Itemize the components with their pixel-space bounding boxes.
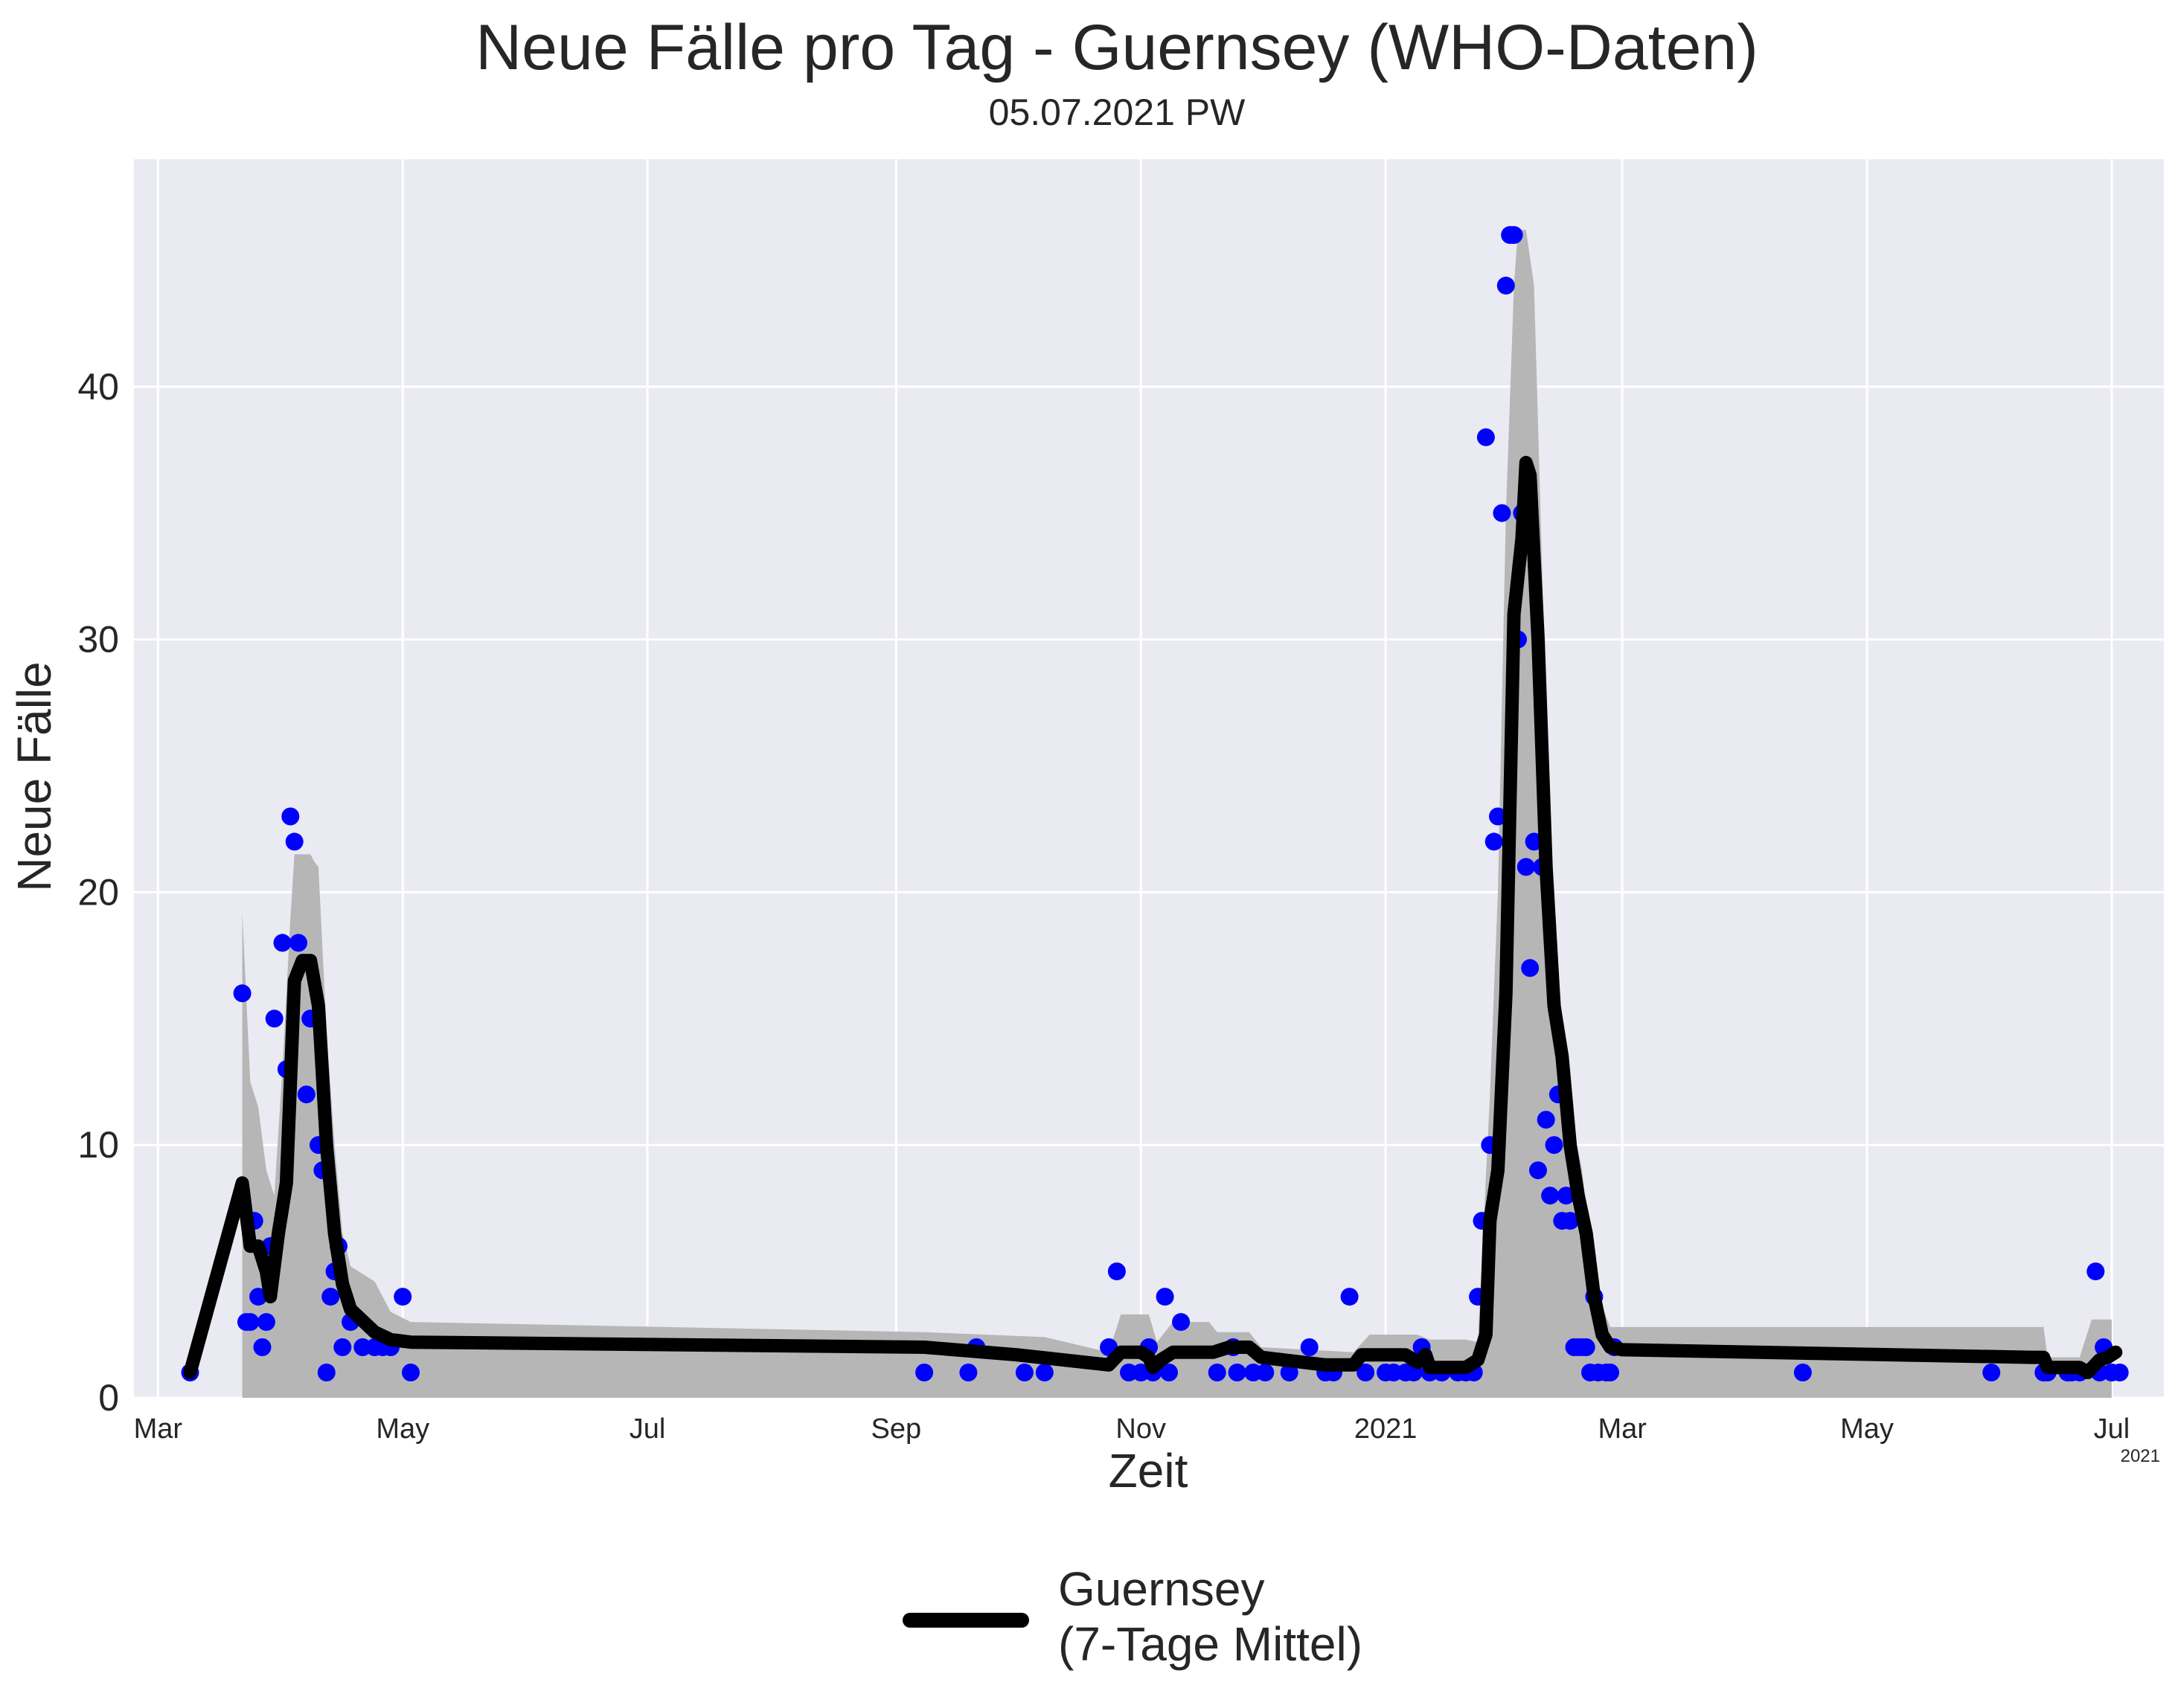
plot-area: [134, 159, 2164, 1398]
data-point-73: [1496, 276, 1515, 295]
data-point-85: [1545, 1136, 1563, 1155]
y-tick-label-2: 20: [77, 871, 119, 913]
data-point-9: [265, 1009, 284, 1028]
data-point-14: [289, 934, 307, 952]
data-point-51: [1300, 1338, 1319, 1356]
x-tick-label-2: Jul: [630, 1413, 666, 1445]
x-tick-label-5: 2021: [1354, 1413, 1418, 1445]
x-tick-label-0: Mar: [134, 1413, 183, 1445]
y-tick-label-4: 40: [77, 366, 119, 408]
x-tick-label-1: May: [376, 1413, 429, 1445]
x-tick-labels: Mar May Jul Sep Nov 2021 Mar May Jul: [134, 1413, 2130, 1445]
y-tick-label-0: 0: [98, 1377, 119, 1419]
data-point-47: [1228, 1364, 1246, 1381]
data-point-81: [1529, 1161, 1547, 1180]
y-tick-label-1: 10: [77, 1124, 119, 1166]
chart-subtitle: 05.07.2021 PW: [989, 92, 1246, 133]
data-point-71: [1489, 807, 1507, 826]
data-point-34: [1015, 1364, 1034, 1381]
data-point-78: [1516, 858, 1535, 876]
x-tick-label-4: Nov: [1115, 1413, 1166, 1445]
y-tick-labels: 0 10 20 30 40: [77, 366, 119, 1419]
data-point-72: [1493, 504, 1511, 522]
data-point-43: [1160, 1364, 1178, 1381]
data-point-1: [233, 984, 252, 1003]
data-point-45: [1208, 1364, 1226, 1381]
chart-title: Neue Fälle pro Tag - Guernsey (WHO-Daten…: [475, 12, 1758, 83]
data-point-31: [915, 1364, 934, 1381]
data-point-107: [2086, 1262, 2105, 1281]
legend-label-line-0: Guernsey: [1058, 1562, 1264, 1616]
legend-label: Guernsey (7-Tage Mittel): [1058, 1562, 1362, 1671]
data-point-3: [241, 1313, 260, 1332]
data-point-68: [1476, 428, 1495, 446]
y-tick-label-3: 30: [77, 619, 119, 661]
data-point-7: [257, 1313, 275, 1332]
data-point-84: [1541, 1187, 1560, 1205]
data-point-29: [394, 1288, 412, 1306]
data-point-37: [1107, 1262, 1126, 1281]
average-line: [183, 455, 2123, 1379]
data-point-100: [1793, 1364, 1812, 1381]
average-line-path: [183, 455, 2123, 1379]
x-tick-label-3: Sep: [871, 1413, 922, 1445]
data-point-30: [402, 1364, 420, 1381]
data-point-111: [2110, 1364, 2129, 1381]
data-point-49: [1256, 1364, 1275, 1381]
x-tick-label-8: Jul: [2094, 1413, 2130, 1445]
x-tick-label-7: May: [1840, 1413, 1894, 1445]
data-point-44: [1172, 1313, 1191, 1332]
data-point-50: [1280, 1364, 1298, 1381]
y-axis-label: Neue Fälle: [7, 661, 61, 892]
data-point-89: [1561, 1212, 1580, 1230]
data-point-35: [1035, 1364, 1054, 1381]
data-point-88: [1557, 1187, 1575, 1205]
data-point-79: [1521, 959, 1540, 977]
data-point-19: [317, 1364, 336, 1381]
data-point-32: [959, 1364, 978, 1381]
data-point-20: [321, 1288, 340, 1306]
data-point-93: [1577, 1338, 1595, 1356]
data-point-83: [1537, 1111, 1555, 1129]
legend-label-line-1: (7-Tage Mittel): [1058, 1617, 1362, 1671]
data-point-5: [249, 1288, 268, 1306]
data-point-15: [297, 1085, 316, 1104]
data-point-23: [333, 1338, 352, 1356]
data-point-75: [1505, 225, 1523, 244]
x-tick-label-6: Mar: [1598, 1413, 1647, 1445]
data-point-6: [253, 1338, 272, 1356]
data-point-10: [273, 934, 292, 952]
x-axis-offset-label: 2021: [2121, 1446, 2160, 1466]
data-point-13: [285, 832, 304, 851]
data-point-54: [1340, 1288, 1359, 1306]
data-point-98: [1601, 1364, 1619, 1381]
data-point-101: [1982, 1364, 2001, 1381]
data-point-42: [1156, 1288, 1174, 1306]
data-point-12: [281, 807, 300, 826]
data-point-55: [1357, 1364, 1375, 1381]
legend: Guernsey (7-Tage Mittel): [903, 1562, 1362, 1671]
data-point-70: [1484, 832, 1503, 851]
x-axis-label: Zeit: [1109, 1444, 1188, 1497]
